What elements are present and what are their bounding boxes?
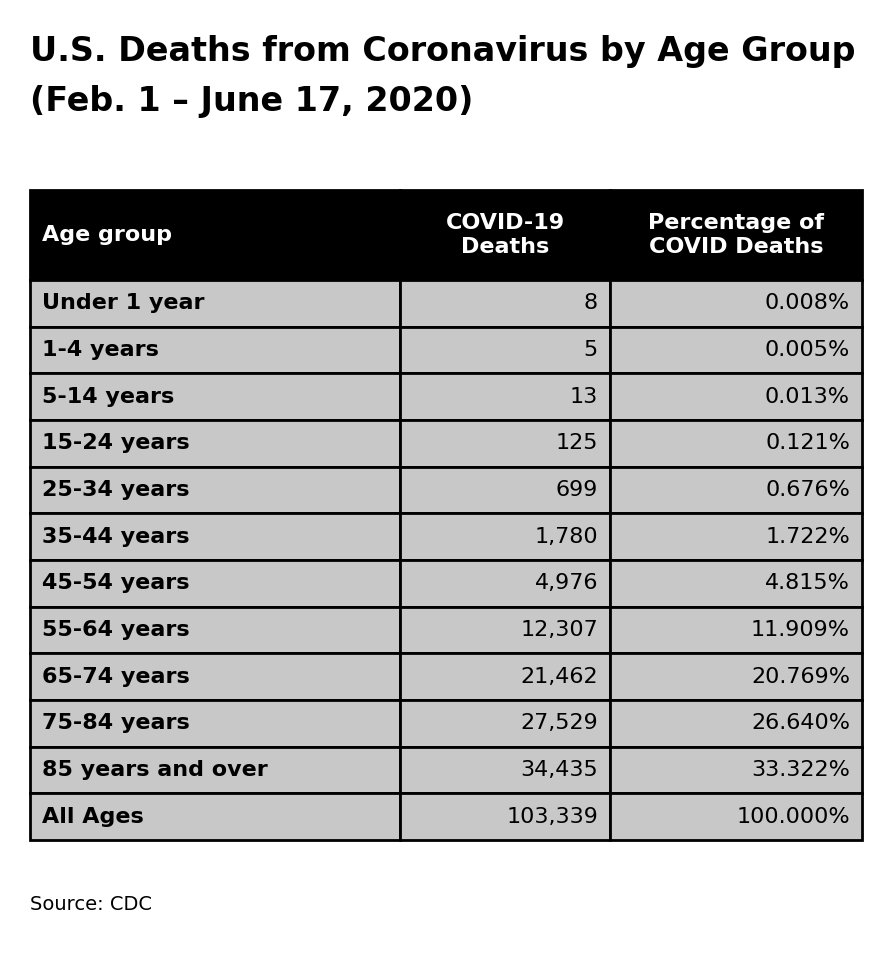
Bar bbox=[30, 190, 400, 280]
Text: 0.676%: 0.676% bbox=[765, 480, 850, 500]
Bar bbox=[400, 420, 610, 467]
Bar bbox=[610, 607, 862, 654]
Text: 11.909%: 11.909% bbox=[751, 620, 850, 640]
Bar bbox=[30, 373, 400, 420]
Text: 25-34 years: 25-34 years bbox=[42, 480, 189, 500]
Bar bbox=[30, 654, 400, 700]
Bar bbox=[400, 467, 610, 514]
Bar bbox=[400, 607, 610, 654]
Text: Percentage of
COVID Deaths: Percentage of COVID Deaths bbox=[648, 212, 824, 257]
Text: 35-44 years: 35-44 years bbox=[42, 527, 189, 546]
Bar bbox=[400, 560, 610, 607]
Bar bbox=[400, 373, 610, 420]
Text: 0.121%: 0.121% bbox=[765, 433, 850, 453]
Bar bbox=[30, 514, 400, 560]
Text: 26.640%: 26.640% bbox=[751, 713, 850, 733]
Text: 75-84 years: 75-84 years bbox=[42, 713, 190, 733]
Bar bbox=[610, 514, 862, 560]
Bar bbox=[30, 467, 400, 514]
Text: 0.005%: 0.005% bbox=[764, 340, 850, 360]
Text: 1,780: 1,780 bbox=[534, 527, 598, 546]
Bar bbox=[30, 560, 400, 607]
Text: Age group: Age group bbox=[42, 225, 172, 245]
Text: 4.815%: 4.815% bbox=[765, 573, 850, 593]
Text: COVID-19
Deaths: COVID-19 Deaths bbox=[445, 212, 565, 257]
Text: 1.722%: 1.722% bbox=[765, 527, 850, 546]
Bar bbox=[400, 654, 610, 700]
Bar bbox=[30, 420, 400, 467]
Bar bbox=[30, 607, 400, 654]
Bar bbox=[30, 793, 400, 840]
Text: U.S. Deaths from Coronavirus by Age Group: U.S. Deaths from Coronavirus by Age Grou… bbox=[30, 35, 855, 68]
Bar bbox=[610, 793, 862, 840]
Text: (Feb. 1 – June 17, 2020): (Feb. 1 – June 17, 2020) bbox=[30, 85, 474, 118]
Text: 4,976: 4,976 bbox=[534, 573, 598, 593]
Bar bbox=[400, 747, 610, 793]
Text: 15-24 years: 15-24 years bbox=[42, 433, 190, 453]
Bar bbox=[610, 700, 862, 747]
Text: 27,529: 27,529 bbox=[520, 713, 598, 733]
Text: 12,307: 12,307 bbox=[520, 620, 598, 640]
Bar bbox=[610, 190, 862, 280]
Text: 125: 125 bbox=[556, 433, 598, 453]
Text: 5: 5 bbox=[583, 340, 598, 360]
Text: 103,339: 103,339 bbox=[506, 806, 598, 827]
Text: 55-64 years: 55-64 years bbox=[42, 620, 190, 640]
Bar bbox=[30, 747, 400, 793]
Bar bbox=[400, 280, 610, 326]
Text: All Ages: All Ages bbox=[42, 806, 144, 827]
Bar bbox=[610, 747, 862, 793]
Bar bbox=[400, 700, 610, 747]
Text: 45-54 years: 45-54 years bbox=[42, 573, 189, 593]
Text: Source: CDC: Source: CDC bbox=[30, 895, 152, 914]
Bar bbox=[400, 793, 610, 840]
Bar bbox=[610, 326, 862, 373]
Bar bbox=[610, 467, 862, 514]
Bar bbox=[400, 326, 610, 373]
Text: 34,435: 34,435 bbox=[520, 760, 598, 780]
Text: 33.322%: 33.322% bbox=[751, 760, 850, 780]
Bar bbox=[610, 373, 862, 420]
Bar bbox=[30, 700, 400, 747]
Text: 100.000%: 100.000% bbox=[737, 806, 850, 827]
Bar bbox=[610, 560, 862, 607]
Text: 0.013%: 0.013% bbox=[765, 387, 850, 407]
Bar bbox=[610, 420, 862, 467]
Bar bbox=[610, 654, 862, 700]
Text: 1-4 years: 1-4 years bbox=[42, 340, 159, 360]
Bar bbox=[610, 280, 862, 326]
Bar bbox=[400, 190, 610, 280]
Bar bbox=[30, 280, 400, 326]
Text: 5-14 years: 5-14 years bbox=[42, 387, 174, 407]
Text: 20.769%: 20.769% bbox=[751, 666, 850, 686]
Text: 8: 8 bbox=[584, 294, 598, 313]
Bar bbox=[30, 326, 400, 373]
Text: 65-74 years: 65-74 years bbox=[42, 666, 190, 686]
Text: Under 1 year: Under 1 year bbox=[42, 294, 204, 313]
Text: 13: 13 bbox=[570, 387, 598, 407]
Bar bbox=[400, 514, 610, 560]
Text: 699: 699 bbox=[556, 480, 598, 500]
Text: 0.008%: 0.008% bbox=[764, 294, 850, 313]
Text: 21,462: 21,462 bbox=[520, 666, 598, 686]
Text: 85 years and over: 85 years and over bbox=[42, 760, 268, 780]
